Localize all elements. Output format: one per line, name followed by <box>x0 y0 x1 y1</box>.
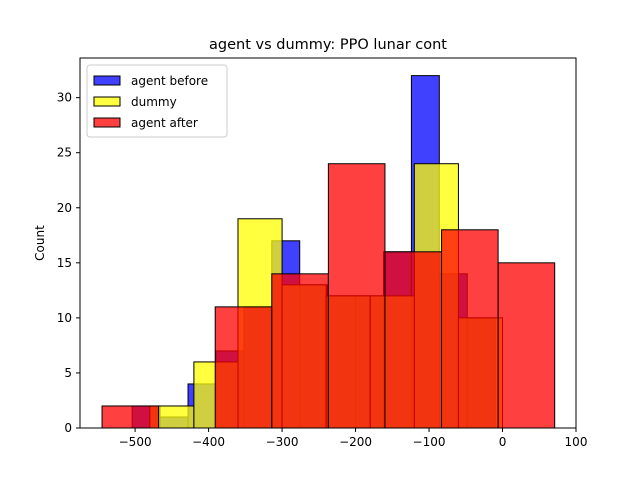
bar-agent-after-6 <box>441 229 499 429</box>
plot-area-frame <box>79 57 577 429</box>
legend-swatch-dummy <box>93 96 121 107</box>
x-tick-label: −400 <box>192 435 225 449</box>
legend-swatch-agent-before <box>93 75 121 86</box>
x-tick-label: 0 <box>499 435 507 449</box>
y-tick-label: 0 <box>64 421 72 435</box>
y-axis-label: Count <box>33 225 47 261</box>
y-tick-label: 20 <box>57 201 72 215</box>
legend-label-dummy: dummy <box>131 95 177 109</box>
y-tick-label: 5 <box>64 366 72 380</box>
x-tick-label: 100 <box>565 435 588 449</box>
legend-swatch-agent-after <box>93 117 121 128</box>
bar-agent-after-2 <box>214 306 273 429</box>
y-tick-label: 15 <box>57 256 72 270</box>
x-tick-label: −100 <box>413 435 446 449</box>
bar-agent-after-4 <box>327 163 386 429</box>
bar-agent-after-5 <box>384 251 443 429</box>
y-axis: 0 5 10 15 20 25 30 <box>57 91 80 435</box>
legend-label-agent-after: agent after <box>131 116 198 130</box>
x-tick-label: −500 <box>119 435 152 449</box>
y-tick-label: 10 <box>57 311 72 325</box>
y-tick-label: 25 <box>57 146 72 160</box>
x-axis: −500 −400 −300 −200 −100 0 100 <box>119 428 588 449</box>
legend-label-agent-before: agent before <box>131 74 208 88</box>
y-tick-label: 30 <box>57 91 72 105</box>
legend: agent before dummy agent after <box>86 64 228 138</box>
legend-box <box>86 64 228 138</box>
bar-agent-after-0 <box>101 405 160 429</box>
x-tick-label: −200 <box>339 435 372 449</box>
bar-agent-after-3 <box>271 273 329 429</box>
bars-group <box>101 75 556 429</box>
x-tick-label: −300 <box>266 435 299 449</box>
bar-agent-after-7 <box>497 262 556 429</box>
chart-title: agent vs dummy: PPO lunar cont <box>209 37 447 53</box>
